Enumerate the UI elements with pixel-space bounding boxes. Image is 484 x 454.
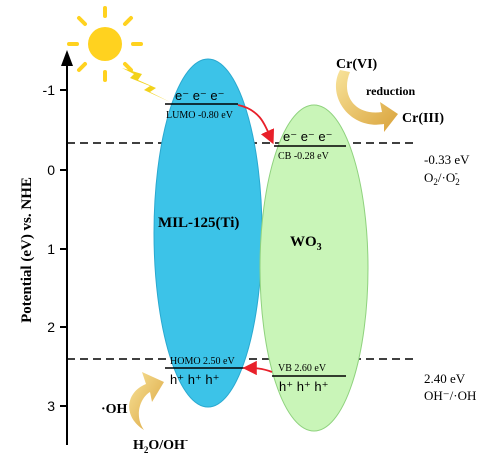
- reduction-curved-arrow: [335, 70, 398, 132]
- lightning-icon: [122, 68, 170, 102]
- y-axis-label: Potential (eV) vs. NHE: [19, 177, 35, 323]
- hole-transfer-arrow: [242, 360, 273, 376]
- mil-lumo-label: LUMO -0.80 eV: [166, 110, 234, 121]
- oh-couple-label: OH⁻/·OH: [424, 388, 476, 403]
- y-tick-label: 1: [47, 241, 55, 257]
- wo3-electrons: e⁻ e⁻ e⁻: [283, 129, 333, 144]
- o2-potential-label: -0.33 eV: [424, 152, 470, 167]
- o2-couple-label: O2/·O2-: [424, 168, 460, 187]
- electron-transfer-arrow: [237, 104, 275, 145]
- mil-electrons: e⁻ e⁻ e⁻: [175, 88, 225, 103]
- wo3-ellipse: [259, 104, 369, 432]
- wo3-holes: h⁺ h⁺ h⁺: [279, 379, 329, 394]
- wo3-cb-label: CB -0.28 eV: [278, 151, 330, 162]
- y-axis-ticks: [60, 89, 67, 407]
- wo3-vb-label: VB 2.60 eV: [278, 363, 327, 374]
- y-tick-label: 0: [47, 162, 55, 178]
- reduction-label: reduction: [366, 84, 415, 98]
- mil-homo-label: HOMO 2.50 eV: [170, 356, 235, 367]
- y-axis-arrowhead: [61, 50, 73, 66]
- oh-radical-label: ·OH: [101, 402, 128, 417]
- oxidation-curved-arrow: [129, 372, 164, 430]
- crvi-label: Cr(VI): [336, 57, 378, 72]
- mil-name: MIL-125(Ti): [158, 215, 239, 231]
- oh-potential-label: 2.40 eV: [424, 371, 466, 386]
- y-tick-label: 3: [47, 398, 55, 414]
- water-label: H2O/OH-: [133, 435, 188, 454]
- sun-icon: [67, 6, 143, 82]
- mil-holes: h⁺ h⁺ h⁺: [170, 372, 220, 387]
- y-tick-label: -1: [43, 82, 56, 98]
- y-tick-label: 2: [47, 319, 55, 335]
- wo3-name: WO3: [290, 234, 322, 253]
- criii-label: Cr(III): [402, 111, 444, 126]
